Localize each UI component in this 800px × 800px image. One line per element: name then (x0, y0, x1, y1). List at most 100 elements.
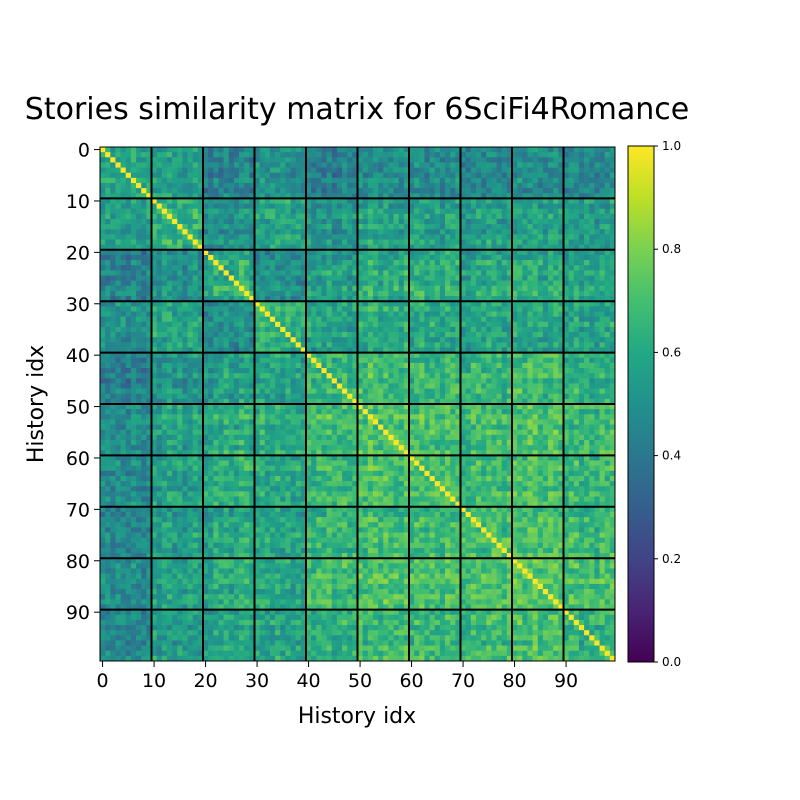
heatmap-cell (156, 290, 163, 297)
heatmap-cell (172, 347, 178, 353)
heatmap-cell (609, 362, 616, 369)
heatmap-cell (275, 260, 281, 266)
heatmap-cell (244, 332, 250, 338)
heatmap-cell (228, 306, 235, 312)
heatmap-cell (166, 218, 173, 225)
heatmap-cell (548, 188, 554, 194)
heatmap-cell (110, 188, 116, 194)
heatmap-cell (558, 296, 564, 302)
heatmap-cell (568, 260, 575, 266)
heatmap-cell (542, 316, 549, 323)
heatmap-cell (321, 157, 327, 163)
heatmap-cell (264, 393, 271, 400)
heatmap-cell (275, 326, 281, 333)
heatmap-cell (599, 368, 606, 374)
heatmap-cell (506, 285, 513, 292)
heatmap-cell (470, 254, 477, 261)
heatmap-cell (419, 342, 425, 348)
heatmap-cell (537, 244, 544, 251)
heatmap-cell (553, 290, 559, 297)
heatmap-cell (357, 352, 363, 359)
heatmap-cell (558, 280, 564, 287)
heatmap-cell (537, 239, 544, 246)
heatmap-cell (599, 352, 606, 359)
heatmap-cell (501, 157, 508, 163)
heatmap-cell (578, 152, 585, 158)
heatmap-cell (501, 203, 508, 210)
heatmap-cell (151, 229, 157, 235)
heatmap-cell (136, 198, 142, 204)
heatmap-cell (187, 388, 194, 395)
heatmap-cell (491, 285, 497, 292)
heatmap-cell (439, 182, 446, 189)
heatmap-cell (378, 213, 384, 220)
heatmap-cell (342, 152, 348, 158)
heatmap-cell (506, 326, 513, 333)
heatmap-cell (228, 270, 235, 276)
heatmap-cell (486, 234, 492, 240)
heatmap-cell (470, 321, 477, 328)
heatmap-cell (393, 296, 400, 302)
heatmap-cell (558, 368, 564, 374)
heatmap-cell (527, 326, 533, 333)
heatmap-cell (239, 270, 245, 276)
heatmap-cell (182, 167, 188, 174)
heatmap-cell (254, 234, 260, 240)
heatmap-cell (470, 224, 477, 230)
heatmap-cell (223, 378, 230, 384)
heatmap-cell (259, 198, 266, 204)
heatmap-cell (146, 378, 152, 384)
heatmap-cell (491, 362, 497, 369)
heatmap-cell (445, 368, 451, 374)
heatmap-cell (527, 311, 533, 317)
heatmap-cell (512, 326, 518, 333)
heatmap-cell (414, 296, 420, 302)
heatmap-cell (409, 357, 415, 364)
heatmap-cell (151, 383, 157, 389)
heatmap-cell (110, 316, 116, 323)
heatmap-cell (393, 208, 400, 215)
heatmap-cell (532, 285, 539, 292)
heatmap-cell (311, 337, 317, 343)
heatmap-cell (434, 198, 441, 204)
heatmap-cell (367, 198, 374, 204)
heatmap-cell (455, 373, 461, 379)
heatmap-cell (362, 337, 369, 343)
heatmap-cell (166, 188, 173, 194)
heatmap-cell (424, 398, 430, 405)
heatmap-cell (609, 373, 616, 379)
heatmap-cell (100, 311, 106, 317)
heatmap-cell (604, 224, 611, 230)
heatmap-cell (161, 172, 168, 179)
heatmap-cell (599, 311, 606, 317)
heatmap-cell (192, 290, 199, 297)
heatmap-cell (342, 378, 348, 384)
heatmap-cell (105, 234, 111, 240)
heatmap-cell (537, 270, 544, 276)
heatmap-cell (156, 254, 163, 261)
heatmap-cell (584, 342, 590, 348)
heatmap-cell (563, 244, 569, 251)
heatmap-cell (367, 342, 374, 348)
heatmap-cell (120, 378, 127, 384)
heatmap-cell (403, 172, 410, 179)
heatmap-cell (311, 368, 317, 374)
heatmap-cell (213, 270, 219, 276)
heatmap-cell (161, 229, 168, 235)
heatmap-cell (203, 398, 209, 405)
heatmap-cell (336, 368, 343, 374)
heatmap-cell (517, 332, 523, 338)
heatmap-cell (522, 157, 528, 163)
heatmap-cell (223, 198, 230, 204)
heatmap-cell (599, 378, 606, 384)
heatmap-cell (125, 167, 132, 174)
heatmap-cell (172, 270, 178, 276)
heatmap-cell (197, 388, 204, 395)
heatmap-cell (233, 337, 240, 343)
heatmap-cell (398, 177, 405, 184)
heatmap-cell (166, 182, 173, 189)
heatmap-cell (517, 167, 523, 174)
heatmap-cell (125, 398, 132, 405)
heatmap-cell (110, 321, 116, 328)
heatmap-cell (578, 239, 585, 246)
